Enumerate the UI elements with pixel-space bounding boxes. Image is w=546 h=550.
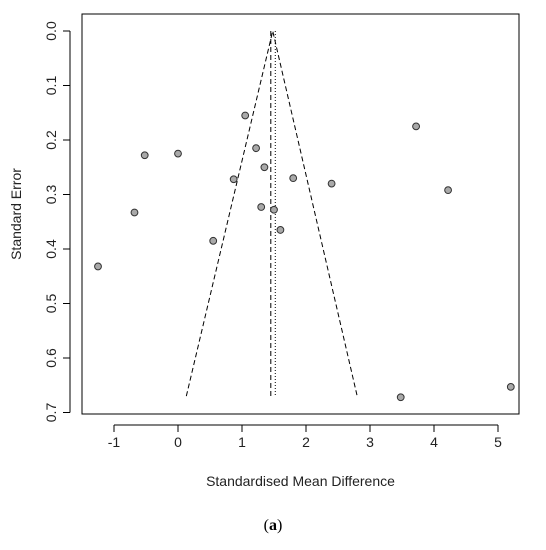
y-tick-label: 0.1 [43, 76, 59, 96]
study-point [130, 208, 139, 217]
study-point [260, 163, 269, 172]
study-point [327, 179, 336, 188]
study-point [174, 149, 182, 158]
study-point [241, 111, 250, 120]
x-tick-label: 2 [302, 434, 310, 450]
y-axis-title: Standard Error [8, 168, 24, 260]
study-point [209, 236, 218, 245]
x-tick-label: 0 [174, 434, 182, 450]
y-tick-label: 0.0 [43, 21, 59, 41]
x-tick-label: 3 [366, 434, 374, 450]
study-point [257, 203, 266, 211]
y-tick-label: 0.3 [43, 185, 59, 205]
study-point [412, 122, 420, 131]
y-tick-label: 0.2 [43, 130, 59, 150]
study-point [252, 144, 260, 153]
x-tick-label: -1 [108, 434, 121, 450]
x-tick-label: 5 [494, 434, 502, 450]
y-tick-label: 0.5 [43, 294, 59, 314]
caption-close: ) [277, 517, 283, 534]
study-point [270, 205, 278, 214]
study-point [229, 175, 238, 184]
study-point [276, 226, 285, 234]
y-tick-label: 0.6 [43, 348, 59, 368]
figure-caption: (a) [0, 517, 546, 535]
funnel-boundary [185, 30, 358, 397]
study-point [444, 186, 452, 195]
x-axis-title: Standardised Mean Difference [206, 473, 395, 489]
x-tick-label: 4 [430, 434, 438, 450]
caption-label: a [269, 517, 277, 534]
study-point [289, 174, 298, 183]
y-tick-label: 0.7 [43, 403, 59, 423]
study-point [140, 151, 149, 160]
caption-open: ( [263, 517, 269, 534]
y-tick-label: 0.4 [43, 239, 59, 259]
study-point [94, 262, 102, 271]
study-point [506, 382, 515, 391]
plot-frame [81, 13, 520, 415]
x-tick-label: 1 [238, 434, 246, 450]
study-point [396, 393, 405, 402]
